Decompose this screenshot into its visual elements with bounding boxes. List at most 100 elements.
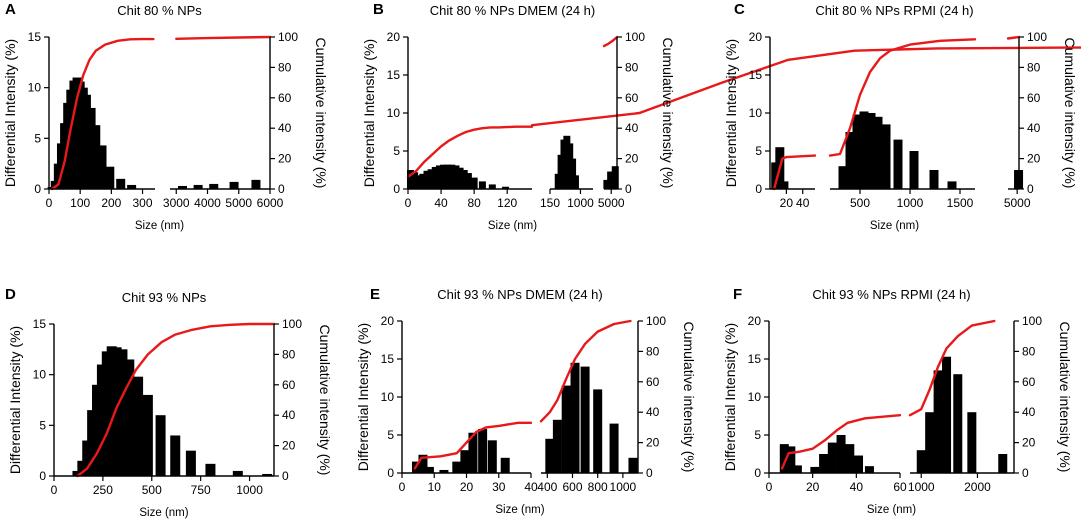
- bar: [792, 465, 802, 473]
- bar: [500, 457, 510, 473]
- y2-axis-label: Cumulative intensity (%): [1057, 322, 1073, 473]
- x-tick-label: 120: [497, 196, 517, 210]
- bar: [424, 466, 434, 473]
- panel-label: F: [733, 286, 742, 303]
- bar: [836, 435, 846, 473]
- y-tick-label: 5: [387, 428, 394, 442]
- bar: [464, 173, 472, 189]
- panel-label: C: [734, 1, 745, 18]
- x-tick-label: 3000: [163, 196, 190, 210]
- bar: [779, 444, 789, 473]
- bar: [502, 186, 510, 189]
- panel-F: F Chit 93 % NPs RPMI (24 h) 0 5 10 15 20 0 20 40 6…: [722, 286, 1073, 516]
- y-axis-label: Differential Intensity (%): [722, 323, 738, 471]
- x-tick-label: 600: [562, 480, 582, 494]
- y2-tick-label: 60: [1022, 375, 1036, 389]
- x-tick-label: 1500: [947, 196, 974, 210]
- bar: [854, 455, 864, 473]
- cumulative-line: [828, 38, 977, 157]
- y-tick-label: 15: [387, 68, 401, 82]
- bar: [117, 349, 128, 476]
- y2-tick-label: 20: [1022, 436, 1036, 450]
- x-tick-label: 250: [93, 483, 113, 497]
- panel-E: E Chit 93 % NPs DMEM (24 h) 0 5 10 15 20 0 20 40 6…: [355, 286, 697, 516]
- bar: [468, 432, 478, 473]
- y-tick-label: 0: [754, 466, 761, 480]
- x-axis-label: Size (nm): [135, 220, 184, 232]
- y2-tick-label: 60: [625, 91, 639, 105]
- bar: [91, 125, 101, 189]
- y2-axis-label: Cumulative intensity (%): [660, 38, 676, 189]
- y-tick-label: 20: [381, 314, 395, 328]
- y2-axis-label: Cumulative intensity (%): [313, 38, 329, 189]
- y2-tick-label: 20: [282, 439, 296, 453]
- y-axis-label: Differential Intensity (%): [7, 326, 23, 474]
- x-tick-label: 10: [428, 480, 442, 494]
- y2-axis-label: Cumulative intensity (%): [1062, 38, 1078, 189]
- y2-tick-label: 40: [278, 121, 292, 135]
- cumulative-line: [76, 322, 276, 478]
- x-tick-label: 400: [537, 480, 557, 494]
- bar: [967, 412, 977, 473]
- cumulative-line: [539, 319, 632, 423]
- cumulative-line: [1006, 35, 1021, 40]
- bar: [909, 151, 919, 189]
- bar: [953, 374, 963, 473]
- bar: [611, 166, 619, 189]
- y-tick-label: 20: [387, 30, 401, 44]
- bar: [170, 435, 181, 476]
- y-tick-label: 5: [754, 428, 761, 442]
- bar: [810, 466, 820, 473]
- bar: [124, 359, 135, 476]
- y2-tick-label: 100: [278, 30, 298, 44]
- bar: [545, 438, 555, 473]
- cumulative-line: [908, 319, 996, 417]
- y2-tick-label: 20: [625, 152, 639, 166]
- panel-label: E: [370, 286, 380, 303]
- x-tick-label: 150: [540, 196, 560, 210]
- panel-title: Chit 80 % NPs RPMI (24 h): [815, 3, 973, 18]
- y2-axis-label: Cumulative intensity (%): [681, 322, 697, 473]
- panel-C: C Chit 80 % NPs RPMI (24 h)05101520020406…: [723, 1, 1078, 232]
- y-tick-label: 15: [748, 352, 762, 366]
- x-tick-label: 5000: [598, 196, 625, 210]
- x-tick-label: 0: [766, 480, 773, 494]
- bar: [873, 116, 883, 189]
- y2-tick-label: 80: [278, 60, 292, 74]
- bar: [580, 366, 590, 473]
- x-tick-label: 300: [133, 196, 153, 210]
- x-tick-label: 20: [460, 480, 474, 494]
- bar: [607, 171, 615, 189]
- bar: [193, 184, 203, 189]
- y2-tick-label: 40: [625, 121, 639, 135]
- bar: [460, 450, 470, 473]
- x-tick-label: 40: [850, 480, 864, 494]
- bar: [916, 450, 926, 473]
- cumulative-line: [175, 35, 272, 40]
- x-tick-label: 40: [434, 196, 448, 210]
- y2-tick-label: 100: [625, 30, 645, 44]
- x-tick-label: 1000: [610, 480, 637, 494]
- cumulative-line: [50, 37, 155, 191]
- bar: [893, 139, 903, 189]
- bar: [415, 175, 423, 189]
- y-tick-label: 0: [39, 469, 46, 483]
- x-tick-label: 0: [51, 483, 58, 497]
- bar: [933, 370, 943, 473]
- y-tick-label: 5: [393, 144, 400, 158]
- bar: [571, 175, 579, 189]
- y2-tick-label: 40: [1022, 405, 1036, 419]
- bar: [452, 461, 462, 473]
- panel-B: B Chit 80 % NPs DMEM (24 h)05101520020406…: [361, 1, 1081, 232]
- bar: [86, 107, 96, 189]
- y2-tick-label: 20: [278, 152, 292, 166]
- panel-title: Chit 93 % NPs RPMI (24 h): [812, 287, 970, 302]
- cumulative-line: [772, 154, 817, 191]
- bar: [205, 463, 216, 476]
- x-tick-label: 1000: [236, 483, 263, 497]
- x-axis-label: Size (nm): [867, 504, 916, 516]
- bar: [431, 166, 439, 189]
- bar: [423, 170, 431, 189]
- x-tick-label: 20: [806, 480, 820, 494]
